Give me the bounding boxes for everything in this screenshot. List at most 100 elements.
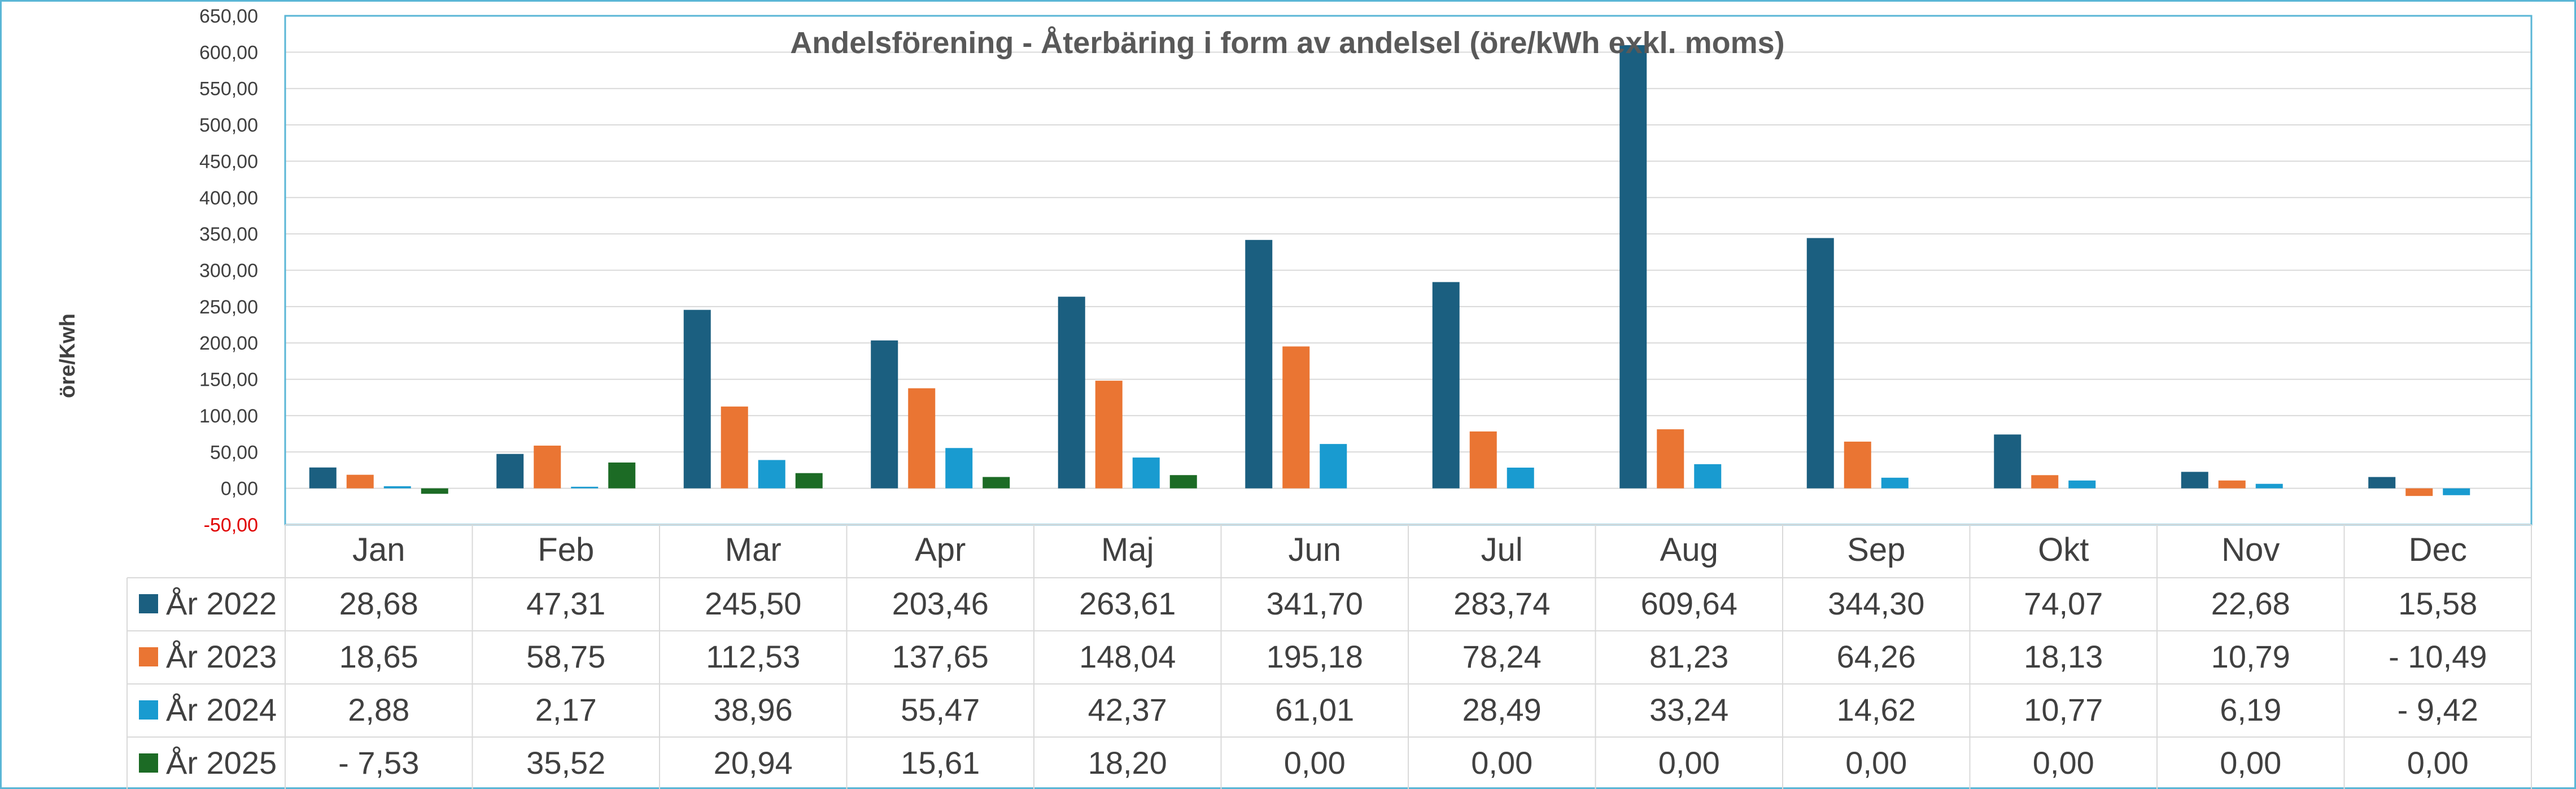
y-tick-label: 250,00 — [199, 297, 258, 318]
table-cell: 42,37 — [1088, 692, 1167, 727]
bar-mar-2 — [721, 406, 748, 489]
table-cell: 0,00 — [2407, 745, 2469, 781]
table-cell: - 9,42 — [2398, 692, 2478, 727]
table-cell: - 10,49 — [2389, 639, 2487, 674]
table-cell: 18,65 — [339, 639, 418, 674]
bar-maj-1 — [1058, 297, 1085, 489]
y-tick-label: 200,00 — [199, 333, 258, 354]
y-tick-label: 150,00 — [199, 369, 258, 391]
table-cell: 14,62 — [1837, 692, 1916, 727]
x-tick-label: Jan — [352, 531, 405, 568]
table-cell: 609,64 — [1641, 586, 1737, 621]
table-cell: 18,20 — [1088, 745, 1167, 781]
table-cell: 61,01 — [1275, 692, 1354, 727]
table-cell: 2,88 — [348, 692, 409, 727]
table-cell: 2,17 — [535, 692, 597, 727]
legend-swatch — [139, 647, 158, 666]
table-cell: 0,00 — [1845, 745, 1907, 781]
bars — [309, 45, 2470, 496]
bar-okt-2 — [2031, 475, 2059, 489]
table-cell: 0,00 — [2220, 745, 2281, 781]
bar-dec-2 — [2405, 488, 2433, 496]
bar-nov-2 — [2218, 480, 2246, 489]
bar-jun-2 — [1282, 346, 1310, 489]
bar-maj-2 — [1095, 381, 1123, 489]
table-cell: - 7,53 — [338, 745, 419, 781]
grid-lines — [285, 15, 2531, 525]
chart-title: Andelsförening - Återbäring i form av an… — [790, 26, 1784, 60]
y-tick-label: 600,00 — [199, 42, 258, 63]
data-table: Jan Feb Mar Apr Maj Jun Jul Aug Sep Okt Nov Dec År 2… — [126, 524, 2532, 789]
y-axis-label: öre/Kwh — [56, 313, 80, 398]
bar-jan-4 — [421, 488, 448, 494]
table-cell: 344,30 — [1828, 586, 1924, 621]
legend-swatch — [139, 753, 158, 773]
x-tick-label: Aug — [1660, 531, 1718, 568]
y-tick-label: 0,00 — [221, 478, 258, 500]
y-tick-label: 500,00 — [199, 115, 258, 136]
table-cell: 10,79 — [2211, 639, 2290, 674]
x-tick-label: Mar — [725, 531, 781, 568]
x-tick-label: Apr — [915, 531, 966, 568]
table-cell: 263,61 — [1079, 586, 1176, 621]
x-tick-label: Feb — [538, 531, 594, 568]
x-tick-label: Dec — [2409, 531, 2467, 568]
y-tick-label: 400,00 — [199, 188, 258, 209]
x-tick-label: Nov — [2221, 531, 2280, 568]
table-cell: 74,07 — [2024, 586, 2103, 621]
x-tick-label: Jul — [1481, 531, 1523, 568]
bar-mar-3 — [758, 460, 785, 489]
bar-jan-2 — [346, 474, 374, 489]
bar-feb-4 — [608, 462, 636, 489]
table-cell: 112,53 — [706, 639, 800, 674]
bar-apr-1 — [871, 340, 898, 489]
table-cell: 47,31 — [526, 586, 605, 621]
table-cell: 58,75 — [526, 639, 605, 674]
bar-mar-1 — [683, 310, 711, 489]
legend-label: År 2025 — [166, 745, 277, 781]
y-tick-label: 650,00 — [199, 6, 258, 27]
table-cell: 33,24 — [1649, 692, 1728, 727]
bar-feb-1 — [496, 454, 524, 489]
x-tick-label: Sep — [1847, 531, 1905, 568]
y-tick-label: 100,00 — [199, 406, 258, 427]
y-tick-label: 350,00 — [199, 224, 258, 245]
x-tick-label: Jun — [1288, 531, 1341, 568]
y-tick-label: 450,00 — [199, 151, 258, 172]
bar-feb-3 — [571, 486, 599, 489]
bar-mar-4 — [795, 473, 823, 489]
table-cell: 137,65 — [892, 639, 989, 674]
legend-label: År 2023 — [166, 639, 277, 674]
bar-okt-1 — [1994, 434, 2021, 489]
table-cell: 148,04 — [1079, 639, 1176, 674]
bar-jan-3 — [383, 486, 411, 489]
bar-sep-1 — [1806, 238, 1834, 489]
table-cell: 0,00 — [2033, 745, 2094, 781]
bar-jun-3 — [1320, 444, 1347, 489]
table-cell: 6,19 — [2220, 692, 2281, 727]
table-cell: 15,61 — [901, 745, 980, 781]
y-axis-ticks: 650,00 600,00 550,00 500,00 450,00 400,00 350,… — [199, 6, 258, 536]
table-cell: 341,70 — [1267, 586, 1363, 621]
legend-swatch — [139, 594, 158, 613]
table-cell: 38,96 — [714, 692, 793, 727]
bar-dec-3 — [2443, 488, 2470, 495]
table-cell: 245,50 — [705, 586, 801, 621]
legend-label: År 2024 — [166, 692, 277, 727]
bar-feb-2 — [534, 446, 561, 489]
table-cell: 0,00 — [1658, 745, 1720, 781]
bar-sep-3 — [1881, 477, 1909, 489]
table-cell: 28,68 — [339, 586, 418, 621]
table-cell: 22,68 — [2211, 586, 2290, 621]
y-tick-label: -50,00 — [204, 515, 258, 536]
bar-jul-2 — [1469, 431, 1497, 489]
bar-jul-1 — [1432, 282, 1460, 489]
table-cell: 15,58 — [2398, 586, 2477, 621]
bar-maj-4 — [1169, 475, 1197, 489]
bar-apr-3 — [945, 448, 973, 489]
table-cell: 203,46 — [892, 586, 989, 621]
table-cell: 35,52 — [526, 745, 605, 781]
bar-jul-3 — [1507, 467, 1534, 489]
